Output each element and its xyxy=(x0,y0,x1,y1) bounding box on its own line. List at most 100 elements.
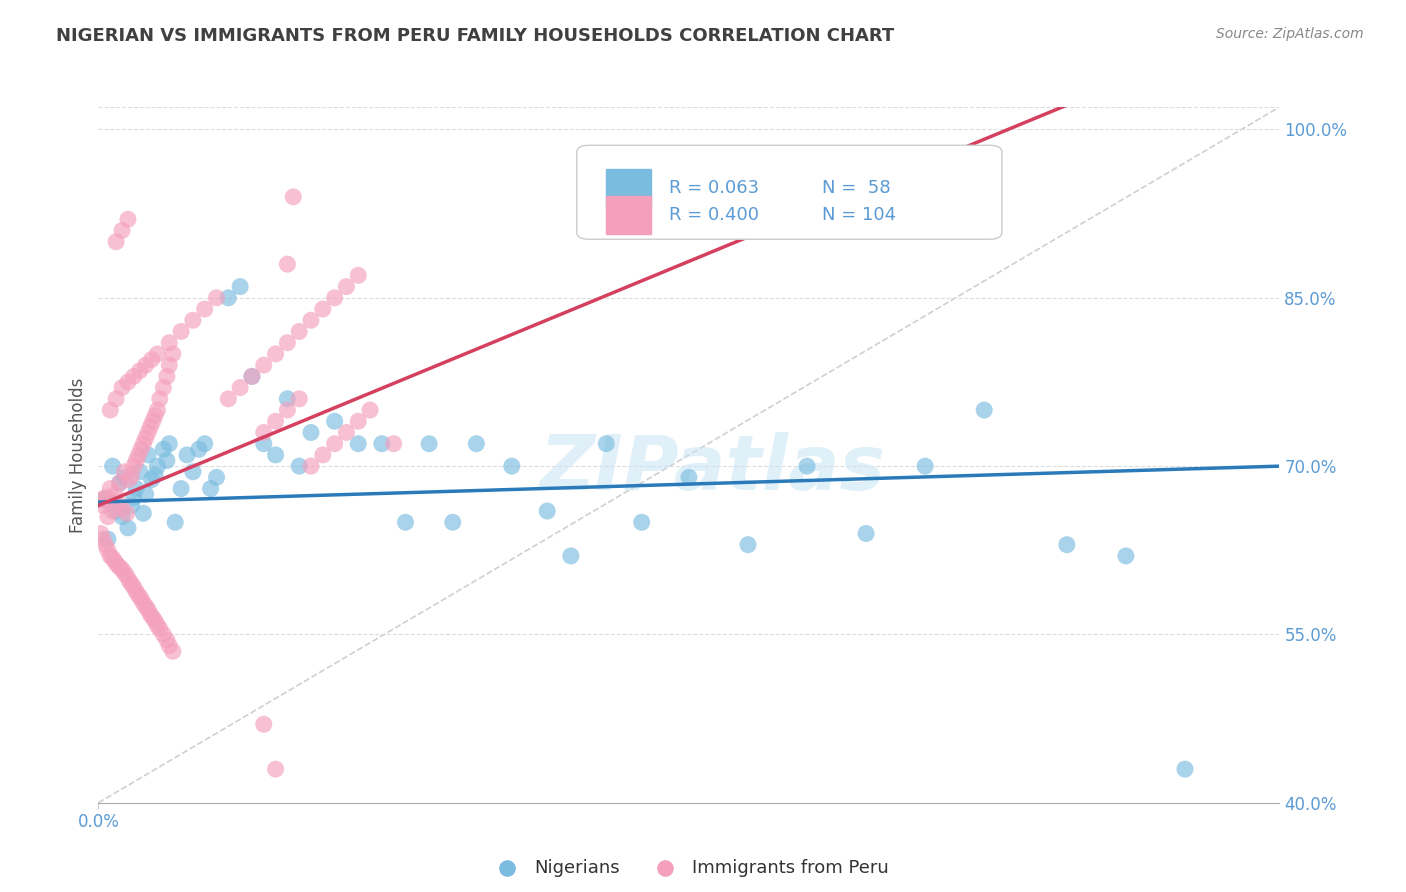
Point xyxy=(90,526,112,541)
Point xyxy=(111,501,134,516)
Point xyxy=(152,627,174,641)
Point xyxy=(108,475,131,490)
Point xyxy=(93,492,115,507)
Point xyxy=(264,448,287,462)
Point xyxy=(264,347,287,361)
Point xyxy=(1115,549,1137,563)
Point xyxy=(240,369,263,384)
Point xyxy=(111,381,134,395)
Point xyxy=(117,375,139,389)
Point xyxy=(371,436,394,450)
Bar xyxy=(606,195,651,234)
Point xyxy=(117,521,139,535)
Point xyxy=(111,562,134,576)
Point xyxy=(1056,538,1078,552)
Point xyxy=(129,591,152,606)
Point xyxy=(264,414,287,428)
Point xyxy=(128,448,150,462)
Point xyxy=(165,515,187,529)
Point xyxy=(240,369,263,384)
Point xyxy=(187,442,209,457)
Point xyxy=(135,431,157,445)
Point xyxy=(157,335,180,350)
Point xyxy=(394,515,416,529)
Point xyxy=(162,644,184,658)
Point xyxy=(97,543,120,558)
Point xyxy=(152,381,174,395)
Point xyxy=(181,465,204,479)
Point xyxy=(121,577,143,591)
Point xyxy=(229,381,252,395)
Point xyxy=(108,560,131,574)
Point xyxy=(299,425,322,440)
Point xyxy=(205,470,228,484)
Point xyxy=(149,622,172,636)
Point xyxy=(418,436,440,450)
Point xyxy=(121,499,143,513)
Point xyxy=(139,607,162,622)
Point xyxy=(299,313,322,327)
Point xyxy=(101,551,124,566)
Point xyxy=(194,301,217,316)
Point xyxy=(156,633,179,648)
Point xyxy=(157,358,180,372)
Point xyxy=(335,279,357,293)
Point xyxy=(108,475,131,490)
Point xyxy=(465,436,488,450)
Text: R = 0.400: R = 0.400 xyxy=(669,206,759,224)
Point xyxy=(170,325,193,339)
Point xyxy=(115,569,138,583)
Point xyxy=(323,291,346,305)
Point xyxy=(288,325,311,339)
Point xyxy=(94,491,117,505)
Point xyxy=(112,465,135,479)
Point xyxy=(139,420,162,434)
Point xyxy=(253,358,276,372)
Point xyxy=(276,403,298,417)
Point xyxy=(98,403,121,417)
Point xyxy=(129,442,152,457)
Point xyxy=(135,358,157,372)
Point xyxy=(141,473,163,487)
Point xyxy=(105,392,128,406)
Text: NIGERIAN VS IMMIGRANTS FROM PERU FAMILY HOUSEHOLDS CORRELATION CHART: NIGERIAN VS IMMIGRANTS FROM PERU FAMILY … xyxy=(56,27,894,45)
Point xyxy=(118,574,141,588)
Point xyxy=(335,425,357,440)
Text: R = 0.063: R = 0.063 xyxy=(669,179,759,197)
Point xyxy=(312,301,335,316)
Point xyxy=(194,436,217,450)
Point xyxy=(122,580,145,594)
Point xyxy=(855,526,877,541)
Point xyxy=(136,448,159,462)
Point xyxy=(111,509,134,524)
Point xyxy=(156,369,179,384)
Text: N = 104: N = 104 xyxy=(823,206,897,224)
Point xyxy=(162,347,184,361)
Point xyxy=(229,279,252,293)
Point xyxy=(170,482,193,496)
Point xyxy=(101,459,124,474)
Point xyxy=(595,436,617,450)
Point xyxy=(1174,762,1197,776)
Point xyxy=(560,549,582,563)
Point xyxy=(122,369,145,384)
Point xyxy=(111,223,134,237)
Y-axis label: Family Households: Family Households xyxy=(69,377,87,533)
Point xyxy=(217,392,239,406)
Point xyxy=(125,584,148,599)
Bar xyxy=(606,169,651,208)
Point xyxy=(217,291,239,305)
Point xyxy=(125,482,148,496)
Point xyxy=(359,403,381,417)
Point xyxy=(347,436,370,450)
Point xyxy=(382,436,405,450)
Point xyxy=(146,459,169,474)
Point xyxy=(157,639,180,653)
Point xyxy=(347,414,370,428)
Point xyxy=(104,487,127,501)
Point xyxy=(536,504,558,518)
Point xyxy=(143,409,166,423)
Point xyxy=(128,364,150,378)
Point xyxy=(97,532,120,546)
Point xyxy=(132,596,155,610)
